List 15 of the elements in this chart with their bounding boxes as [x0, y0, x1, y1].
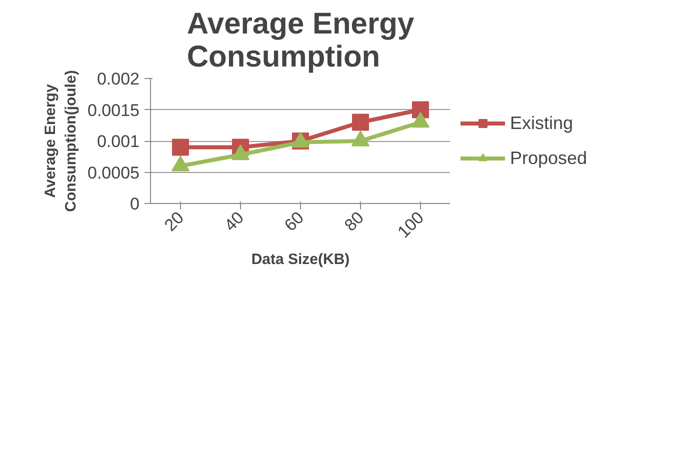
- y-tick-label: 0.001: [96, 132, 140, 151]
- x-tick-label: 40: [220, 208, 248, 235]
- y-tick-label: 0.0015: [88, 100, 140, 120]
- x-tick-label: 20: [160, 208, 188, 235]
- x-tick-label: 80: [340, 208, 368, 235]
- y-axis-title: Average Energy Consumption(joule): [42, 70, 80, 212]
- legend-label: Proposed: [510, 148, 588, 168]
- chart-title: Average Energy Consumption: [186, 8, 414, 74]
- x-axis-title: Data Size(KB): [251, 251, 350, 268]
- legend-label: Existing: [510, 112, 574, 134]
- x-tick-label: 100: [394, 208, 428, 242]
- y-tick-label: 0.002: [96, 70, 140, 88]
- x-tick-label: 60: [280, 208, 308, 235]
- y-tick-label: 0.0005: [88, 163, 140, 182]
- y-tick-label: 0: [130, 194, 140, 214]
